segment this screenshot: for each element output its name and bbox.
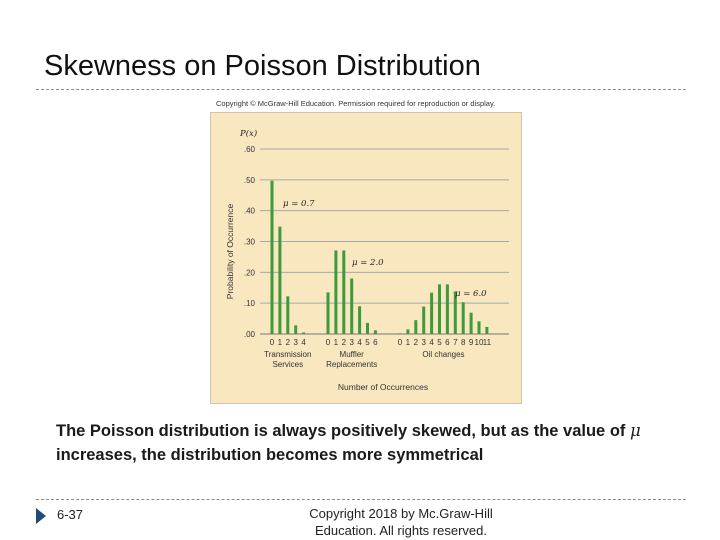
bar: [302, 332, 306, 334]
group-label-line-1: Oil changes: [422, 350, 464, 359]
x-tick-label: 10: [475, 338, 484, 347]
x-tick-label: 0: [326, 338, 331, 347]
play-arrow-icon: [36, 508, 46, 524]
x-tick-label: 3: [349, 338, 354, 347]
footer-copyright-line-1: Copyright 2018 by Mc.Graw-Hill: [309, 506, 493, 521]
y-tick-label: .50: [244, 176, 256, 185]
poisson-chart-panel: .00 .10 .20 .30 .40 .50 .60 P(x) Probability of …: [210, 112, 522, 404]
bar: [294, 325, 298, 334]
x-tick-label: 0: [270, 338, 275, 347]
y-tick-label: .20: [244, 268, 256, 277]
bar: [398, 333, 402, 334]
y-tick-label: .00: [244, 330, 256, 339]
y-axis-label: Probability of Occurrence: [225, 204, 235, 300]
x-tick-label: 6: [373, 338, 378, 347]
bar: [358, 306, 362, 334]
footer-copyright: Copyright 2018 by Mc.Graw-Hill Education…: [292, 505, 510, 539]
bar: [430, 292, 434, 334]
page-number: 6-37: [57, 507, 84, 522]
bar: [350, 278, 354, 334]
x-tick-label: 5: [365, 338, 370, 347]
caption-text-1: The Poisson distribution is always posit…: [56, 422, 630, 440]
poisson-bar-chart: .00 .10 .20 .30 .40 .50 .60 P(x) Probability of …: [225, 128, 509, 392]
bar: [270, 180, 274, 334]
caption: The Poisson distribution is always posit…: [56, 419, 666, 467]
x-tick-label: 7: [453, 338, 458, 347]
bar: [453, 291, 457, 334]
bar: [469, 312, 473, 334]
x-tick-label: 3: [421, 338, 426, 347]
figure-copyright: Copyright © McGraw-Hill Education. Permi…: [216, 99, 496, 108]
bar: [414, 320, 418, 334]
y-tick-label: .40: [244, 207, 256, 216]
bar: [485, 326, 489, 334]
bar: [406, 329, 410, 334]
bar: [422, 306, 426, 334]
x-tick-label: 6: [445, 338, 450, 347]
y-tick-label: .30: [244, 238, 256, 247]
group-label-line-2: Replacements: [326, 360, 377, 369]
x-tick-label: 1: [278, 338, 283, 347]
slide-title: Skewness on Poisson Distribution: [44, 50, 481, 82]
x-tick-label: 4: [429, 338, 434, 347]
x-tick-label: 0: [398, 338, 403, 347]
x-tick-label: 1: [406, 338, 411, 347]
bar: [326, 292, 330, 334]
bar: [461, 302, 465, 334]
x-axis-label: Number of Occurrences: [338, 382, 428, 392]
mu-label: μ = 6.0: [455, 289, 487, 299]
mu-label: μ = 0.7: [283, 199, 315, 209]
mu-label: μ = 2.0: [352, 258, 384, 268]
group-label-line-2: Services: [272, 360, 303, 369]
group-label-line-1: Muffler: [340, 350, 365, 359]
x-tick-label: 4: [301, 338, 306, 347]
bar: [286, 296, 290, 334]
group-label-line-1: Transmission: [264, 350, 311, 359]
caption-text-2: increases, the distribution becomes more…: [56, 446, 484, 464]
x-tick-label: 5: [437, 338, 442, 347]
bar: [278, 226, 282, 334]
caption-mu-symbol: μ: [629, 421, 641, 440]
x-tick-label: 3: [293, 338, 298, 347]
x-tick-label: 2: [342, 338, 347, 347]
y-tick-label: .10: [244, 299, 256, 308]
bar: [373, 330, 377, 334]
x-tick-label: 11: [483, 338, 492, 347]
footer-copyright-line-2: Education. All rights reserved.: [315, 523, 487, 538]
bar: [342, 250, 346, 334]
bar: [445, 284, 449, 334]
x-tick-label: 2: [414, 338, 419, 347]
x-tick-label: 2: [286, 338, 291, 347]
y-axis-title: P(x): [239, 128, 257, 139]
bar: [366, 322, 369, 334]
y-tick-label: .60: [244, 145, 256, 154]
bar: [477, 321, 481, 334]
footer-divider: [36, 499, 686, 500]
x-tick-label: 4: [357, 338, 362, 347]
x-tick-label: 9: [469, 338, 474, 347]
bar: [334, 250, 338, 334]
title-divider: [36, 89, 686, 90]
x-tick-label: 1: [334, 338, 339, 347]
bar: [438, 284, 441, 334]
x-tick-label: 8: [461, 338, 466, 347]
